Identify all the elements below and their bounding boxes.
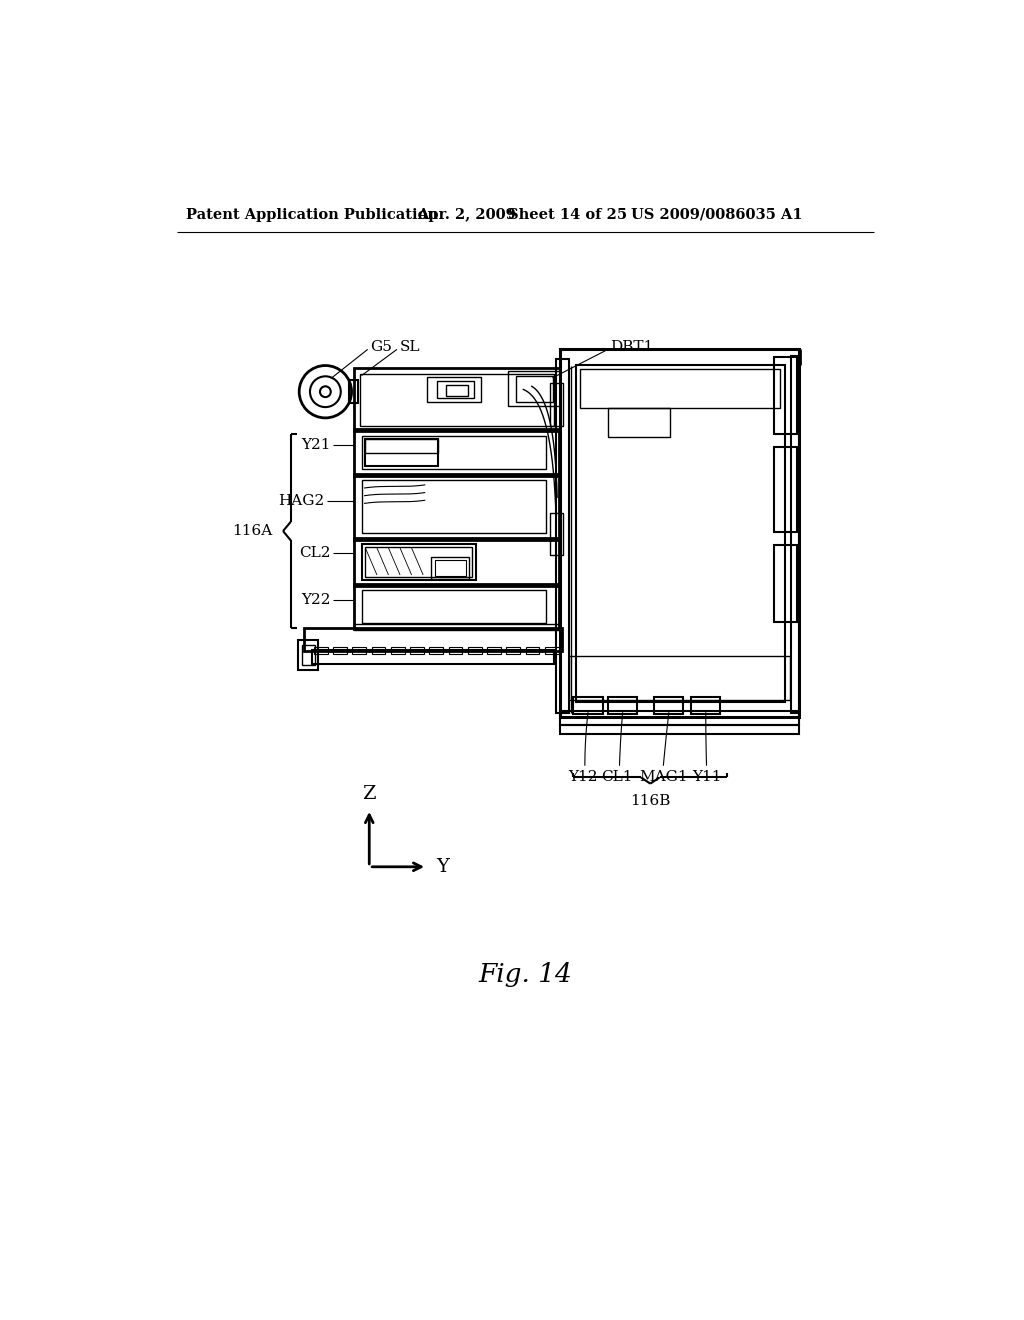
Text: Y: Y [436,858,449,875]
Bar [301,645,315,665]
Bar [525,647,540,653]
Text: CL2: CL2 [299,546,331,561]
Text: Fig. 14: Fig. 14 [478,962,571,987]
Text: Y21: Y21 [301,438,331,451]
Bar [354,368,560,430]
Bar [311,649,554,664]
Bar [429,647,443,653]
Bar [361,544,475,579]
Text: G5: G5 [370,341,392,354]
Text: DBT1: DBT1 [610,341,653,354]
Bar [298,640,317,669]
Bar [792,355,799,713]
Bar [449,647,463,653]
Bar [427,378,481,401]
Bar [560,350,799,718]
Bar [446,385,468,396]
Bar [691,697,720,714]
Bar [313,647,328,653]
Bar [774,447,798,532]
Text: MAG1: MAG1 [639,770,688,784]
Bar [354,624,559,631]
Bar [361,480,547,533]
Bar [372,647,385,653]
Bar [410,647,424,653]
Bar [354,474,559,540]
Bar [361,590,547,623]
Bar [487,647,501,653]
Bar [560,711,799,725]
Bar [581,370,780,408]
Bar [608,697,637,714]
Bar [569,656,790,701]
Text: Y11: Y11 [692,770,721,784]
Text: Y22: Y22 [301,593,331,607]
Bar [431,557,469,579]
Text: Z: Z [362,784,376,803]
Text: Patent Application Publication: Patent Application Publication [186,207,438,222]
Bar [354,539,559,586]
Bar [391,647,404,653]
Text: 116B: 116B [630,795,671,808]
Bar [550,383,562,425]
Bar [354,585,559,628]
Text: SL: SL [399,341,420,354]
Bar [360,374,554,426]
Bar [515,376,553,401]
Text: HAG2: HAG2 [279,494,325,508]
Circle shape [319,387,331,397]
Bar [550,512,562,554]
Bar [352,647,367,653]
Bar [354,429,559,475]
Bar [506,647,520,653]
Bar [508,371,560,407]
Bar [435,560,466,576]
Bar [333,647,347,653]
Text: Apr. 2, 2009: Apr. 2, 2009 [417,207,516,222]
Bar [774,545,798,622]
Bar [608,408,670,437]
Bar [560,725,799,734]
Bar [365,438,438,466]
Text: Sheet 14 of 25: Sheet 14 of 25 [508,207,627,222]
Text: CL1: CL1 [601,770,633,784]
Bar [556,359,568,713]
Circle shape [310,376,341,407]
Text: US 2009/0086035 A1: US 2009/0086035 A1 [631,207,803,222]
Text: Y12: Y12 [567,770,597,784]
Bar [437,381,474,397]
Circle shape [299,366,351,418]
Bar [468,647,481,653]
Text: 116A: 116A [232,524,272,539]
Bar [654,697,683,714]
Bar [774,358,798,434]
Bar [304,628,562,651]
Bar [575,364,785,702]
Bar [361,436,547,470]
Bar [365,438,438,453]
Bar [545,647,559,653]
Bar [349,380,358,404]
Bar [573,697,602,714]
Bar [365,548,472,577]
